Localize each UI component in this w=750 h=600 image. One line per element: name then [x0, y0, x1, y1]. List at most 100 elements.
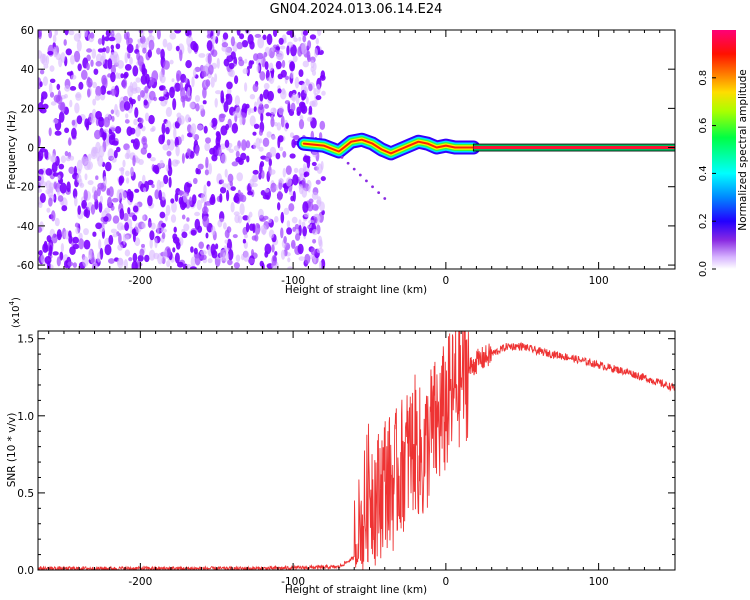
noise-blob: [302, 201, 309, 214]
streak-dot: [358, 173, 362, 177]
noise-blob: [81, 69, 88, 80]
noise-blob: [319, 120, 326, 130]
noise-blob: [111, 197, 119, 203]
chart-title: GN04.2024.013.06.14.E24: [270, 2, 443, 17]
noise-blob: [297, 46, 303, 57]
noise-blob: [252, 223, 256, 234]
noise-blob: [52, 251, 59, 256]
noise-blob: [214, 73, 218, 83]
noise-blob: [219, 193, 223, 203]
noise-blob: [38, 226, 42, 233]
noise-blob: [193, 177, 198, 185]
noise-blob: [244, 58, 248, 64]
noise-blob: [136, 51, 141, 61]
noise-blob: [39, 193, 46, 203]
noise-blob: [70, 55, 75, 65]
noise-blob: [215, 243, 219, 250]
noise-blob: [87, 153, 92, 162]
noise-blob: [126, 43, 134, 54]
noise-blob: [298, 256, 305, 261]
noise-blob: [159, 181, 165, 188]
noise-blob: [116, 189, 122, 202]
snr-series-line: [38, 331, 675, 570]
noise-blob: [67, 261, 74, 267]
noise-blob: [102, 132, 107, 141]
noise-blob: [124, 249, 131, 257]
noise-blob: [277, 73, 283, 80]
noise-blob: [198, 53, 206, 58]
noise-blob: [219, 113, 226, 119]
noise-blob: [275, 184, 279, 191]
noise-blob: [50, 210, 56, 222]
noise-blob: [262, 137, 270, 147]
steady-line-core: [473, 146, 675, 150]
noise-blob: [210, 76, 215, 88]
noise-blob: [134, 237, 141, 247]
noise-blob: [209, 122, 213, 127]
noise-blob: [224, 239, 229, 244]
noise-blob: [83, 209, 88, 217]
noise-blob: [275, 46, 280, 51]
noise-blob: [99, 93, 106, 101]
noise-blob: [222, 183, 228, 189]
noise-blob: [286, 220, 291, 228]
noise-blob: [248, 108, 256, 114]
noise-blob: [254, 223, 261, 235]
noise-blob: [257, 36, 265, 49]
noise-blob: [45, 180, 52, 190]
noise-blob: [263, 51, 268, 58]
noise-blob: [89, 32, 95, 39]
noise-blob: [224, 139, 230, 148]
noise-blob: [90, 59, 94, 67]
noise-blob: [123, 213, 129, 222]
noise-blob: [135, 126, 141, 138]
noise-blob: [200, 254, 207, 261]
noise-blob: [301, 42, 308, 55]
noise-blob: [239, 33, 245, 40]
noise-blob: [124, 222, 129, 231]
noise-blob: [252, 169, 259, 175]
noise-blob: [196, 168, 201, 175]
noise-blob: [55, 95, 63, 104]
noise-blob: [293, 37, 298, 43]
noise-blob: [44, 149, 49, 160]
noise-blob: [308, 105, 313, 115]
noise-blob: [143, 99, 148, 106]
noise-blob: [125, 113, 129, 119]
noise-blob: [209, 147, 216, 155]
noise-blob: [40, 254, 45, 264]
noise-blob: [56, 83, 61, 90]
noise-blob: [267, 77, 273, 82]
noise-blob: [110, 64, 116, 75]
noise-blob: [104, 244, 112, 256]
noise-blob: [185, 60, 192, 69]
noise-blob: [74, 222, 79, 228]
noise-blob: [46, 207, 51, 213]
noise-blob: [290, 71, 294, 79]
noise-blob: [223, 58, 230, 67]
noise-blob: [147, 221, 152, 228]
y-tick-label: 40: [21, 64, 34, 76]
noise-blob: [165, 126, 170, 135]
noise-blob: [281, 60, 286, 68]
noise-blob: [283, 236, 287, 244]
noise-blob: [129, 192, 134, 203]
noise-blob: [68, 230, 72, 238]
noise-blob: [73, 50, 81, 63]
y-tick-label: -40: [17, 221, 34, 233]
noise-blob: [69, 155, 75, 161]
signal-trace-band: [302, 138, 475, 155]
noise-blob: [245, 103, 250, 109]
noise-blob: [78, 238, 85, 250]
noise-blob: [92, 146, 99, 154]
noise-blob: [179, 81, 183, 92]
noise-blob: [233, 211, 240, 216]
noise-blob: [135, 77, 141, 83]
noise-blob: [159, 211, 166, 219]
spectrogram-noise: [38, 30, 326, 269]
noise-blob: [95, 53, 103, 63]
y-tick-label: 20: [21, 103, 34, 115]
noise-blob: [204, 142, 211, 152]
noise-blob: [220, 179, 225, 184]
noise-blob: [95, 61, 102, 67]
